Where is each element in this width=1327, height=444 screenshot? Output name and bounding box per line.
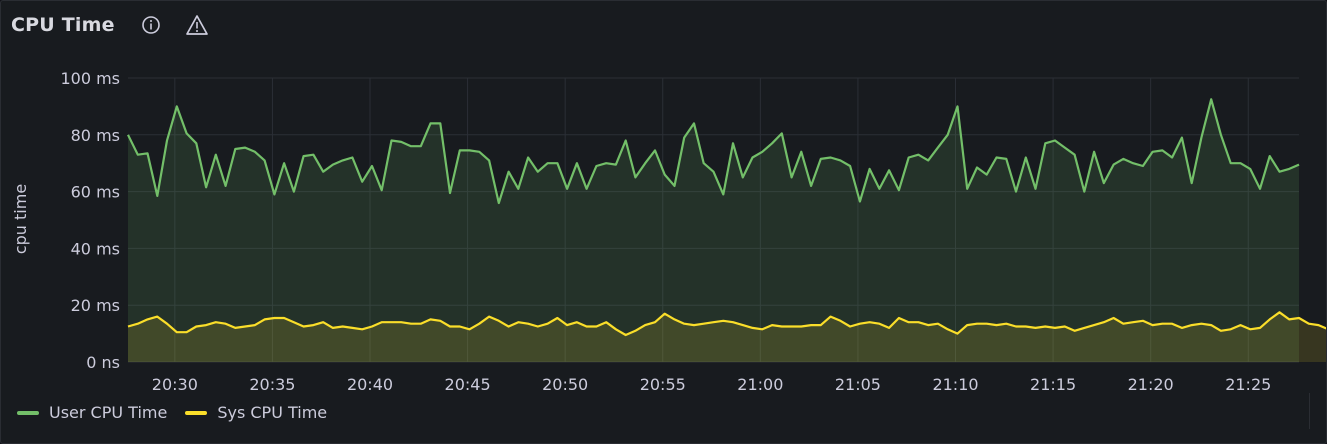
area-sys-cpu-time: [128, 312, 1326, 362]
x-tick-label: 21:20: [1128, 375, 1174, 394]
series-lines: [127, 98, 1326, 337]
legend-label-user: User CPU Time: [49, 403, 168, 422]
legend-label-sys: Sys CPU Time: [217, 403, 328, 422]
info-icon[interactable]: [139, 13, 163, 37]
x-tick-label: 21:10: [932, 375, 978, 394]
x-tick-label: 20:45: [445, 375, 491, 394]
x-axis-ticks: 20:30 20:35 20:40 20:45 20:50 20:55 21:00 21:05…: [152, 375, 1272, 394]
x-tick-label: 21:15: [1030, 375, 1076, 394]
x-tick-label: 21:25: [1225, 375, 1271, 394]
y-axis-ticks: 0 ns 20 ms 40 ms 60 ms 80 ms 100 ms: [60, 69, 120, 372]
warning-icon[interactable]: [185, 13, 209, 37]
line-sys-cpu-time: [127, 311, 1326, 337]
x-tick-label: 20:40: [347, 375, 393, 394]
series-areas: [128, 99, 1326, 363]
y-tick-label: 40 ms: [71, 239, 120, 258]
legend-swatch-sys: [185, 410, 208, 415]
x-tick-label: 20:30: [152, 375, 198, 394]
grid: [128, 77, 1299, 363]
y-axis-label: cpu time: [11, 184, 30, 254]
area-user-cpu-time: [128, 99, 1299, 363]
y-tick-label: 80 ms: [71, 126, 120, 145]
x-tick-label: 20:50: [542, 375, 588, 394]
legend-item-sys-cpu-time[interactable]: Sys CPU Time: [185, 403, 327, 422]
legend-item-user-cpu-time[interactable]: User CPU Time: [17, 403, 167, 422]
y-tick-label: 60 ms: [71, 183, 120, 202]
line-user-cpu-time: [127, 98, 1300, 205]
x-tick-label: 20:35: [249, 375, 295, 394]
x-tick-label: 20:55: [640, 375, 686, 394]
x-tick-label: 21:05: [835, 375, 881, 394]
legend: User CPU Time Sys CPU Time: [17, 403, 327, 422]
panel-header: CPU Time: [11, 10, 209, 40]
y-tick-label: 20 ms: [71, 296, 120, 315]
panel-title[interactable]: CPU Time: [11, 14, 115, 36]
resize-divider: [1309, 393, 1310, 429]
x-tick-label: 21:00: [737, 375, 783, 394]
legend-swatch-user: [17, 410, 39, 415]
y-tick-label: 100 ms: [60, 69, 120, 88]
y-tick-label: 0 ns: [86, 353, 120, 372]
